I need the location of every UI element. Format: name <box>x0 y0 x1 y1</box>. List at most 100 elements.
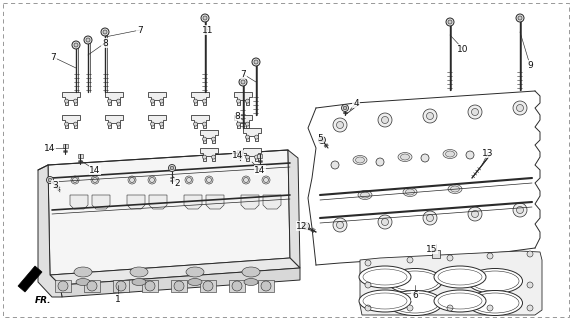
Circle shape <box>245 155 249 159</box>
Circle shape <box>341 105 348 111</box>
Ellipse shape <box>360 192 370 198</box>
Circle shape <box>333 218 347 232</box>
Circle shape <box>447 255 453 261</box>
Circle shape <box>242 176 250 184</box>
Polygon shape <box>200 130 218 143</box>
Ellipse shape <box>443 149 457 158</box>
Text: FR.: FR. <box>35 296 51 305</box>
Ellipse shape <box>188 278 202 285</box>
Bar <box>142 280 158 292</box>
Circle shape <box>378 113 392 127</box>
Ellipse shape <box>403 188 417 196</box>
Circle shape <box>513 203 527 217</box>
Circle shape <box>245 135 249 139</box>
Circle shape <box>65 99 69 103</box>
Circle shape <box>244 178 248 182</box>
Ellipse shape <box>387 291 443 316</box>
Circle shape <box>101 28 109 36</box>
Ellipse shape <box>132 278 146 285</box>
Text: 14: 14 <box>232 150 244 159</box>
Polygon shape <box>184 195 202 209</box>
Polygon shape <box>288 150 300 268</box>
Circle shape <box>343 106 347 110</box>
Circle shape <box>527 251 533 257</box>
Circle shape <box>448 20 452 24</box>
Polygon shape <box>92 195 110 209</box>
Ellipse shape <box>130 267 148 277</box>
Circle shape <box>212 155 216 159</box>
Bar <box>84 280 100 292</box>
Circle shape <box>254 60 258 64</box>
Polygon shape <box>263 195 281 209</box>
Ellipse shape <box>387 268 443 293</box>
Circle shape <box>376 158 384 166</box>
Ellipse shape <box>186 267 204 277</box>
Text: 14: 14 <box>89 165 101 174</box>
Circle shape <box>245 99 249 103</box>
Polygon shape <box>234 92 252 105</box>
Circle shape <box>513 101 527 115</box>
Bar <box>257 154 263 158</box>
Circle shape <box>117 99 121 103</box>
Circle shape <box>365 260 371 266</box>
Circle shape <box>236 122 240 126</box>
Circle shape <box>487 253 493 259</box>
Circle shape <box>116 281 126 291</box>
Polygon shape <box>148 115 166 128</box>
Polygon shape <box>105 92 123 105</box>
Circle shape <box>471 108 479 116</box>
Polygon shape <box>127 195 145 209</box>
Circle shape <box>71 176 79 184</box>
Text: 15: 15 <box>426 244 438 253</box>
Text: 6: 6 <box>412 292 418 300</box>
Circle shape <box>261 281 271 291</box>
Circle shape <box>336 221 344 228</box>
Ellipse shape <box>434 290 486 312</box>
Circle shape <box>193 122 197 126</box>
Text: 3: 3 <box>52 180 58 189</box>
Circle shape <box>202 155 206 159</box>
Circle shape <box>527 305 533 311</box>
Circle shape <box>129 178 134 182</box>
Text: 10: 10 <box>457 44 468 53</box>
Polygon shape <box>191 115 209 128</box>
Circle shape <box>108 99 112 103</box>
Bar <box>258 280 274 292</box>
Polygon shape <box>38 165 62 297</box>
Circle shape <box>303 222 309 229</box>
Circle shape <box>239 78 247 86</box>
Ellipse shape <box>434 266 486 288</box>
Circle shape <box>174 281 184 291</box>
Circle shape <box>148 176 156 184</box>
Text: 12: 12 <box>296 221 308 230</box>
Circle shape <box>304 224 308 228</box>
Polygon shape <box>206 195 224 209</box>
Circle shape <box>206 178 212 182</box>
Ellipse shape <box>353 156 367 164</box>
Circle shape <box>202 99 206 103</box>
Text: 7: 7 <box>240 69 246 78</box>
Text: 14: 14 <box>255 165 265 174</box>
Circle shape <box>160 99 164 103</box>
Polygon shape <box>234 115 252 128</box>
Circle shape <box>74 43 78 47</box>
Text: 7: 7 <box>50 52 56 61</box>
Polygon shape <box>18 266 42 292</box>
Ellipse shape <box>400 154 410 160</box>
Circle shape <box>202 137 206 141</box>
Circle shape <box>518 16 522 20</box>
Circle shape <box>73 178 77 182</box>
Bar <box>229 280 245 292</box>
Circle shape <box>205 176 213 184</box>
Circle shape <box>185 176 193 184</box>
Circle shape <box>128 176 136 184</box>
Ellipse shape <box>451 186 459 192</box>
Circle shape <box>407 305 413 311</box>
Ellipse shape <box>359 290 411 312</box>
Circle shape <box>336 122 344 129</box>
Ellipse shape <box>467 268 522 293</box>
Circle shape <box>241 80 245 84</box>
Circle shape <box>255 135 259 139</box>
Polygon shape <box>62 92 80 105</box>
Ellipse shape <box>244 278 258 285</box>
